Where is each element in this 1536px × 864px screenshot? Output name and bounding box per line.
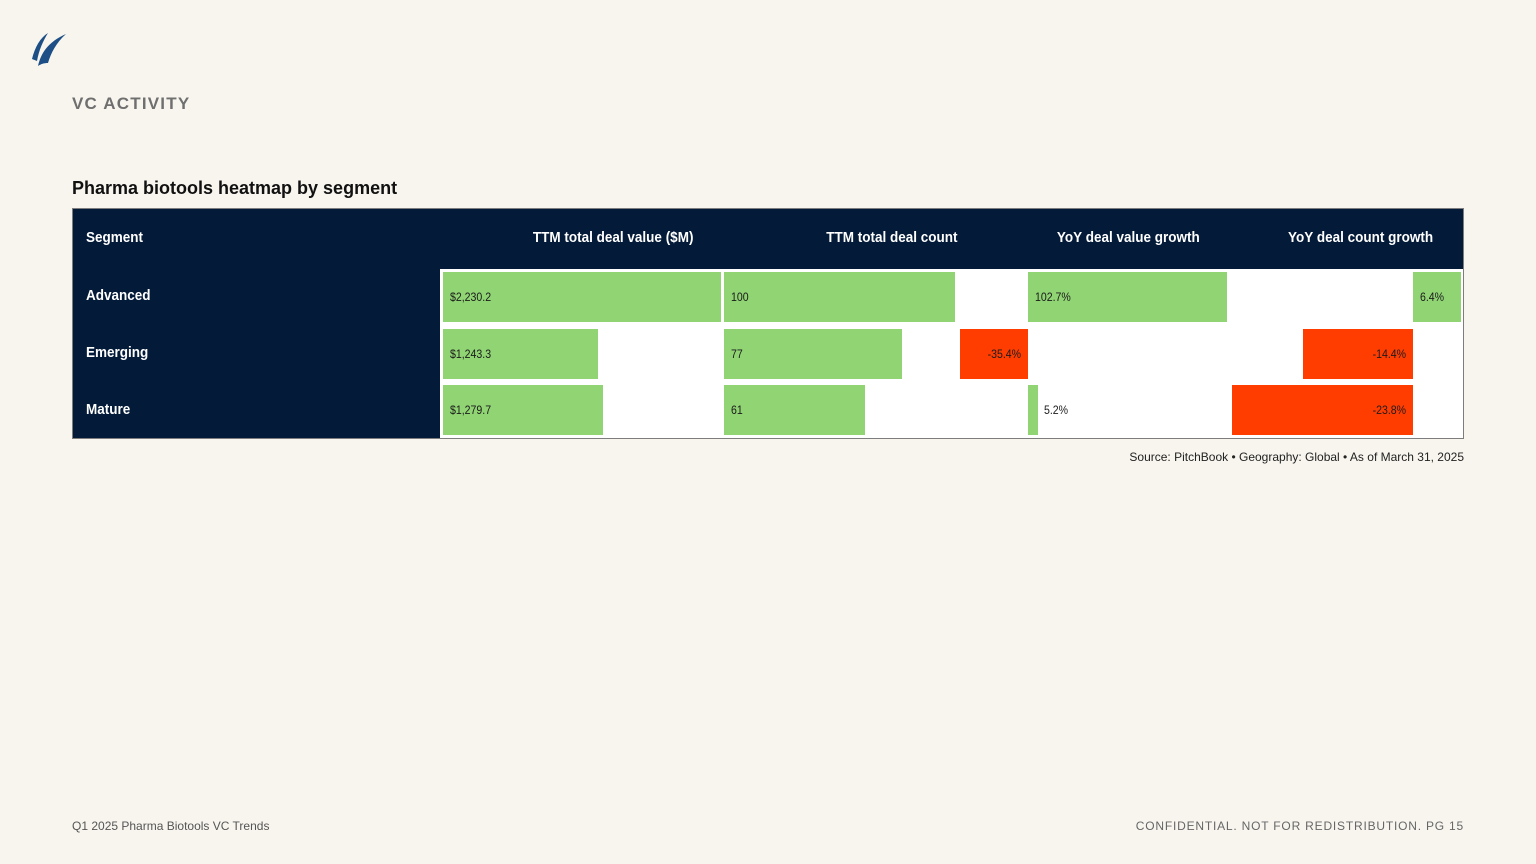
footer-confidential: CONFIDENTIAL. NOT FOR REDISTRIBUTION. PG… — [1135, 819, 1464, 833]
label-deal-value-emerging: $1,243.3 — [450, 347, 492, 361]
row-label-emerging: Emerging — [86, 344, 149, 361]
label-count-growth-advanced: 6.4% — [1420, 290, 1445, 304]
label-deal-count-mature: 61 — [731, 403, 743, 417]
label-value-growth-mature: 5.2% — [1044, 403, 1069, 417]
footer-report-name: Q1 2025 Pharma Biotools VC Trends — [72, 819, 270, 833]
sail-logo-icon — [32, 33, 66, 66]
row-label-advanced: Advanced — [86, 287, 151, 304]
column-header-value-growth: YoY deal value growth — [1056, 229, 1200, 246]
column-header-count-growth: YoY deal count growth — [1288, 229, 1434, 246]
heatmap-table: Segment TTM total deal value ($M) TTM to… — [72, 208, 1464, 439]
label-value-growth-advanced: 102.7% — [1035, 290, 1071, 304]
section-label: VC ACTIVITY — [72, 94, 191, 113]
bar-value-growth-emerging — [960, 329, 1028, 379]
label-deal-count-advanced: 100 — [731, 290, 749, 304]
bar-deal-count-emerging — [724, 329, 902, 379]
bar-deal-value-mature — [443, 385, 603, 435]
bar-value-growth-advanced — [1028, 272, 1227, 322]
bar-count-growth-advanced — [1413, 272, 1461, 322]
label-value-growth-emerging: -35.4% — [987, 347, 1021, 361]
bar-deal-value-advanced — [443, 272, 721, 322]
column-header-deal-value: TTM total deal value ($M) — [532, 229, 694, 246]
label-deal-count-emerging: 77 — [731, 347, 743, 361]
segment-column-band — [73, 209, 440, 438]
label-count-growth-emerging: -14.4% — [1372, 347, 1406, 361]
column-header-deal-count: TTM total deal count — [826, 229, 958, 246]
bar-deal-count-mature — [724, 385, 865, 435]
label-deal-value-advanced: $2,230.2 — [450, 290, 492, 304]
label-deal-value-mature: $1,279.7 — [450, 403, 492, 417]
label-count-growth-mature: -23.8% — [1372, 403, 1406, 417]
column-header-segment: Segment — [86, 229, 144, 246]
chart-title: Pharma biotools heatmap by segment — [72, 178, 398, 198]
bar-count-growth-emerging — [1303, 329, 1413, 379]
bar-value-growth-mature — [1028, 385, 1039, 435]
bar-deal-count-advanced — [724, 272, 955, 322]
source-note: Source: PitchBook • Geography: Global • … — [1129, 450, 1464, 464]
bar-count-growth-mature — [1232, 385, 1413, 435]
bar-deal-value-emerging — [443, 329, 598, 379]
row-label-mature: Mature — [86, 401, 131, 418]
